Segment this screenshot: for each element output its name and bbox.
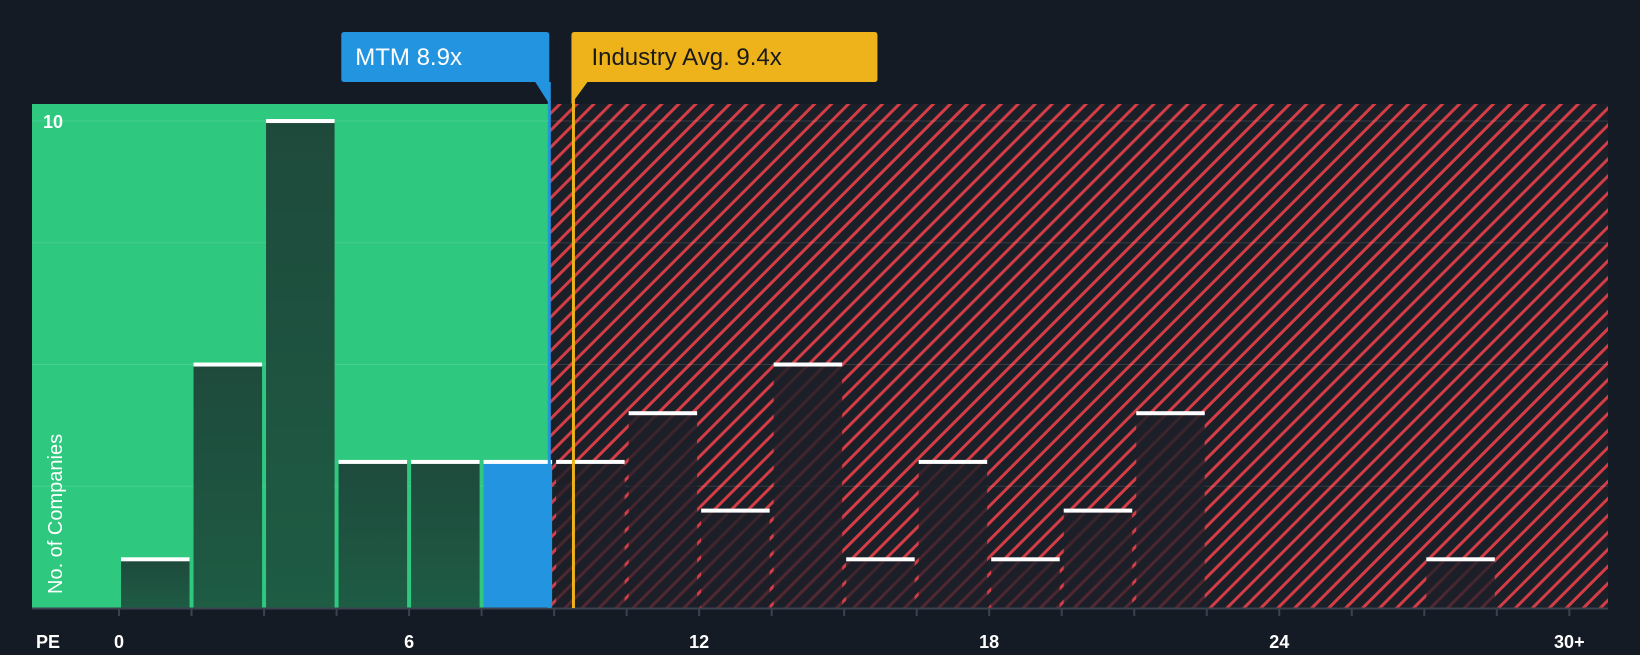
bar [266, 121, 335, 608]
bar-cap [701, 508, 770, 513]
bar-group [846, 557, 915, 608]
bar [556, 461, 625, 608]
bar [701, 510, 770, 608]
bar [411, 461, 480, 608]
bar [338, 461, 408, 608]
bar [1063, 510, 1133, 608]
bar [1426, 559, 1495, 608]
bar [483, 461, 553, 608]
bar-group [701, 508, 770, 608]
bar-group [1063, 508, 1133, 608]
bar-group [266, 119, 335, 608]
x-axis-title: PE [36, 632, 60, 650]
bar-cap [918, 459, 988, 464]
bar-group [193, 362, 263, 608]
bar-group [1136, 411, 1205, 608]
x-tick-label: 18 [979, 632, 999, 650]
bar [1136, 413, 1205, 608]
company-callout-label: MTM 8.9x [355, 44, 462, 71]
bar-cap [121, 557, 190, 562]
bar-cap [411, 459, 480, 464]
histogram-bars [121, 119, 1495, 608]
bar [918, 461, 988, 608]
bar [121, 559, 190, 608]
x-tick-label: 6 [404, 632, 414, 650]
bar-cap [1426, 557, 1495, 562]
bar [193, 364, 263, 608]
y-tick-label: 10 [43, 112, 63, 132]
bar-cap [846, 557, 915, 562]
y-axis-ticks: 10 [43, 112, 63, 132]
bar-group [918, 459, 988, 608]
bar-cap [773, 362, 843, 367]
bar-cap [266, 119, 335, 124]
bar [773, 364, 843, 608]
industry-callout-label: Industry Avg. 9.4x [591, 44, 781, 71]
bar-group [411, 459, 480, 608]
bar-group [1426, 557, 1495, 608]
company-callout: MTM 8.9x [341, 32, 550, 104]
x-axis-ticks: 0 6 12 18 24 30+ [114, 608, 1585, 652]
bar-group [556, 459, 625, 608]
bar [846, 559, 915, 608]
bar-group [628, 411, 698, 608]
industry-callout: Industry Avg. 9.4x [571, 32, 878, 104]
x-tick-label: 0 [114, 632, 124, 650]
y-axis-title: No. of Companies [45, 434, 67, 594]
bar-group [121, 557, 190, 608]
x-tick-label: 24 [1269, 632, 1289, 650]
bar-cap [483, 459, 553, 464]
industry-callout-box [571, 32, 878, 104]
bar [991, 559, 1060, 608]
bar-group [773, 362, 843, 608]
bar-group [483, 459, 553, 608]
bar-group [991, 557, 1060, 608]
company-callout-box [341, 32, 550, 104]
x-tick-label: 30+ [1554, 632, 1585, 650]
bar-cap [628, 411, 698, 416]
bar-cap [991, 557, 1060, 562]
bar-group [338, 459, 408, 608]
bar-cap [1063, 508, 1133, 513]
bar-cap [1136, 411, 1205, 416]
bar-cap [338, 459, 408, 464]
bar-cap [556, 459, 625, 464]
x-tick-label: 12 [689, 632, 709, 650]
bar [628, 413, 698, 608]
bar-cap [193, 362, 263, 367]
